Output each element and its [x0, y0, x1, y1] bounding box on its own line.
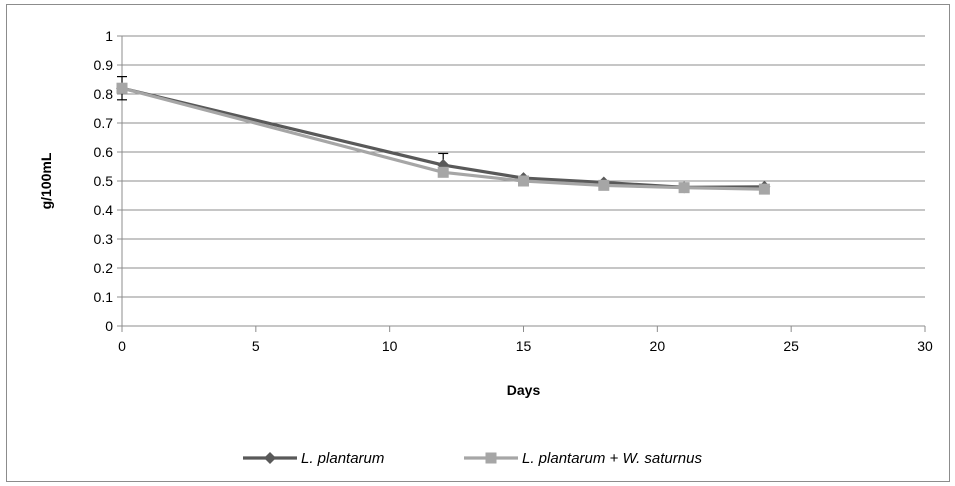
legend-item-l-plantarum-w-saturnus: L. plantarum + W. saturnus — [464, 450, 702, 467]
legend-item-l-plantarum: L. plantarum — [243, 450, 384, 467]
y-tick-label: 0.9 — [94, 57, 114, 73]
y-tick-label: 0.1 — [94, 289, 114, 305]
legend-label-l-plantarum: L. plantarum — [301, 450, 384, 467]
data-point — [598, 179, 610, 191]
line-chart: 00.10.20.30.40.50.60.70.80.910 5 10 15 20 25 3… — [38, 28, 933, 467]
data-point — [116, 82, 128, 94]
y-tick-label: 0.5 — [94, 173, 114, 189]
series-line — [121, 86, 765, 191]
y-tick-label: 1 — [105, 28, 113, 44]
series — [116, 75, 771, 195]
x-tick-label: 20 — [650, 338, 666, 354]
x-tick-label: 0 — [118, 338, 126, 354]
y-axis-title: g/100mL — [38, 152, 54, 209]
y-tick-label: 0.8 — [94, 86, 114, 102]
x-tick-label: 10 — [382, 338, 398, 354]
y-tick-label: 0.3 — [94, 231, 114, 247]
data-point — [678, 182, 690, 194]
data-point — [437, 166, 449, 178]
data-point — [518, 175, 529, 187]
y-tick-label: 0.7 — [94, 115, 114, 131]
legend-marker-diamond — [264, 452, 276, 464]
legend-label-l-plantarum-w-saturnus: L. plantarum + W. saturnus — [522, 450, 702, 467]
x-tick-label: 30 — [917, 338, 933, 354]
y-tick-label: 0.6 — [94, 144, 114, 160]
x-tick-label: 5 — [252, 338, 260, 354]
x-axis-title: Days — [507, 382, 541, 398]
legend-marker-square — [485, 452, 497, 464]
y-tick-label: 0.4 — [94, 202, 114, 218]
y-tick-label: 0 — [105, 318, 113, 334]
tick-labels: 00.10.20.30.40.50.60.70.80.910 5 10 15 20 25 3… — [94, 28, 933, 354]
x-tick-label: 15 — [516, 338, 532, 354]
data-point — [758, 183, 770, 195]
legend: L. plantarum L. plantarum + W. saturnus — [243, 450, 702, 467]
chart-frame: 0 0.1 0.2 0.3 0.4 0.5 0.6 0.7 0.8 0.9 1 0 5 10 15 20 25 3… — [6, 4, 950, 482]
y-tick-label: 0.2 — [94, 260, 114, 276]
x-tick-label: 25 — [783, 338, 799, 354]
gridlines — [122, 35, 925, 298]
series-l-plantarum-w-saturnus — [116, 82, 770, 195]
